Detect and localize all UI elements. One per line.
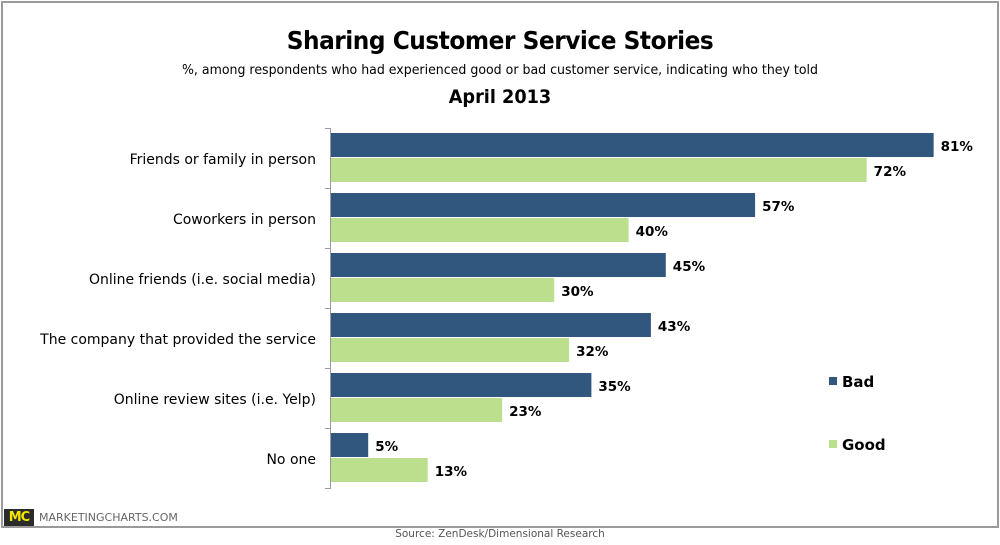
data-label-good: 23%	[509, 404, 542, 420]
legend-label-good: Good	[842, 436, 886, 454]
marketingcharts-logo: MC	[4, 509, 34, 526]
bar-bad	[331, 193, 756, 217]
data-label-bad: 57%	[762, 199, 795, 215]
source-note: Source: ZenDesk/Dimensional Research	[395, 528, 605, 540]
data-label-bad: 81%	[941, 139, 974, 155]
category-label: Coworkers in person	[173, 212, 316, 228]
legend-label-bad: Bad	[842, 373, 874, 391]
bar-good	[331, 458, 428, 482]
data-label-bad: 45%	[673, 259, 706, 275]
data-label-good: 32%	[576, 344, 609, 360]
bar-bad	[331, 133, 934, 157]
data-label-bad: 5%	[375, 439, 398, 455]
legend-swatch-bad	[829, 377, 837, 385]
category-label: Friends or family in person	[130, 152, 316, 168]
data-label-good: 72%	[874, 164, 907, 180]
category-label: Online friends (i.e. social media)	[89, 272, 316, 288]
bar-bad	[331, 433, 369, 457]
bar-good	[331, 278, 555, 302]
data-label-bad: 35%	[598, 379, 631, 395]
data-label-good: 30%	[561, 284, 594, 300]
bar-good	[331, 398, 503, 422]
bar-bad	[331, 253, 666, 277]
data-label-good: 13%	[435, 464, 468, 480]
chart-period: April 2013	[448, 86, 552, 108]
chart-subtitle: %, among respondents who had experienced…	[181, 62, 818, 78]
data-label-good: 40%	[636, 224, 669, 240]
category-label: The company that provided the service	[39, 332, 316, 348]
category-label: Online review sites (i.e. Yelp)	[114, 392, 316, 408]
chart-title: Sharing Customer Service Stories	[286, 26, 714, 55]
site-name: MARKETINGCHARTS.COM	[39, 511, 178, 524]
legend-swatch-good	[829, 440, 837, 448]
data-label-bad: 43%	[658, 319, 691, 335]
bar-bad	[331, 313, 651, 337]
bar-good	[331, 338, 570, 362]
category-label: No one	[266, 452, 316, 468]
bar-good	[331, 158, 867, 182]
bar-bad	[331, 373, 592, 397]
chart-frame	[1, 1, 999, 528]
bar-good	[331, 218, 629, 242]
